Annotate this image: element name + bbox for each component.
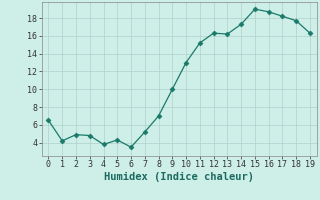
X-axis label: Humidex (Indice chaleur): Humidex (Indice chaleur)	[104, 172, 254, 182]
